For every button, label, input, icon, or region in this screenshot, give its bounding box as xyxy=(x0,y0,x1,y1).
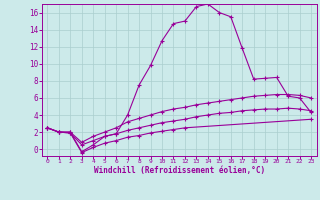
X-axis label: Windchill (Refroidissement éolien,°C): Windchill (Refroidissement éolien,°C) xyxy=(94,166,265,175)
